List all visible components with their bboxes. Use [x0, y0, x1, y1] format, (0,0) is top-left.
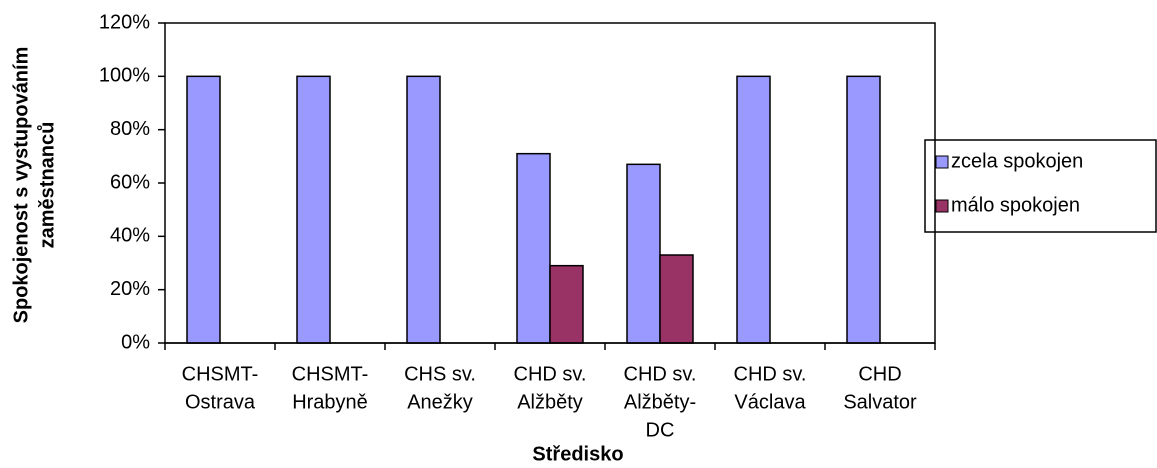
x-tick-label: CHSMT- [292, 363, 369, 385]
y-tick-label: 20% [110, 278, 150, 300]
y-tick-label: 80% [110, 118, 150, 140]
x-tick-label: Alžběty [517, 391, 583, 413]
bar [659, 254, 694, 344]
y-tick-label: 60% [110, 171, 150, 193]
x-tick-label: Ostrava [185, 391, 256, 413]
x-tick-label: CHSMT- [182, 363, 259, 385]
x-tick-label: CHD sv. [734, 363, 807, 385]
y-tick-label: 100% [99, 65, 150, 87]
bar [549, 264, 584, 344]
bar [736, 75, 771, 344]
x-tick-label: Václava [734, 391, 806, 413]
y-axis-label: Spokojenost s vystupováním [10, 47, 32, 324]
legend-swatch [935, 155, 949, 169]
x-tick-label: CHD sv. [514, 363, 587, 385]
legend-label: zcela spokojen [951, 150, 1083, 172]
x-tick-label: Salvator [843, 391, 917, 413]
x-tick-label: Hrabyně [292, 391, 368, 413]
bar [296, 75, 331, 344]
bar [846, 75, 881, 344]
legend-label: málo spokojen [951, 194, 1080, 216]
bar [406, 75, 441, 344]
bar [186, 75, 221, 344]
y-tick-label: 0% [121, 331, 150, 353]
x-tick-label: CHD sv. [624, 363, 697, 385]
y-tick-label: 40% [110, 225, 150, 247]
x-tick-label: Alžběty- [624, 391, 696, 413]
y-tick-label: 120% [99, 11, 150, 33]
x-tick-label: Anežky [407, 391, 473, 413]
x-axis-label: Středisko [532, 443, 623, 465]
y-axis-label: zaměstnanců [36, 122, 58, 249]
bar [516, 152, 551, 344]
x-tick-label: DC [646, 419, 675, 441]
x-tick-label: CHD [858, 363, 901, 385]
legend-swatch [935, 199, 949, 213]
legend-box [924, 139, 1157, 233]
x-tick-label: CHS sv. [404, 363, 476, 385]
bar [626, 163, 661, 344]
